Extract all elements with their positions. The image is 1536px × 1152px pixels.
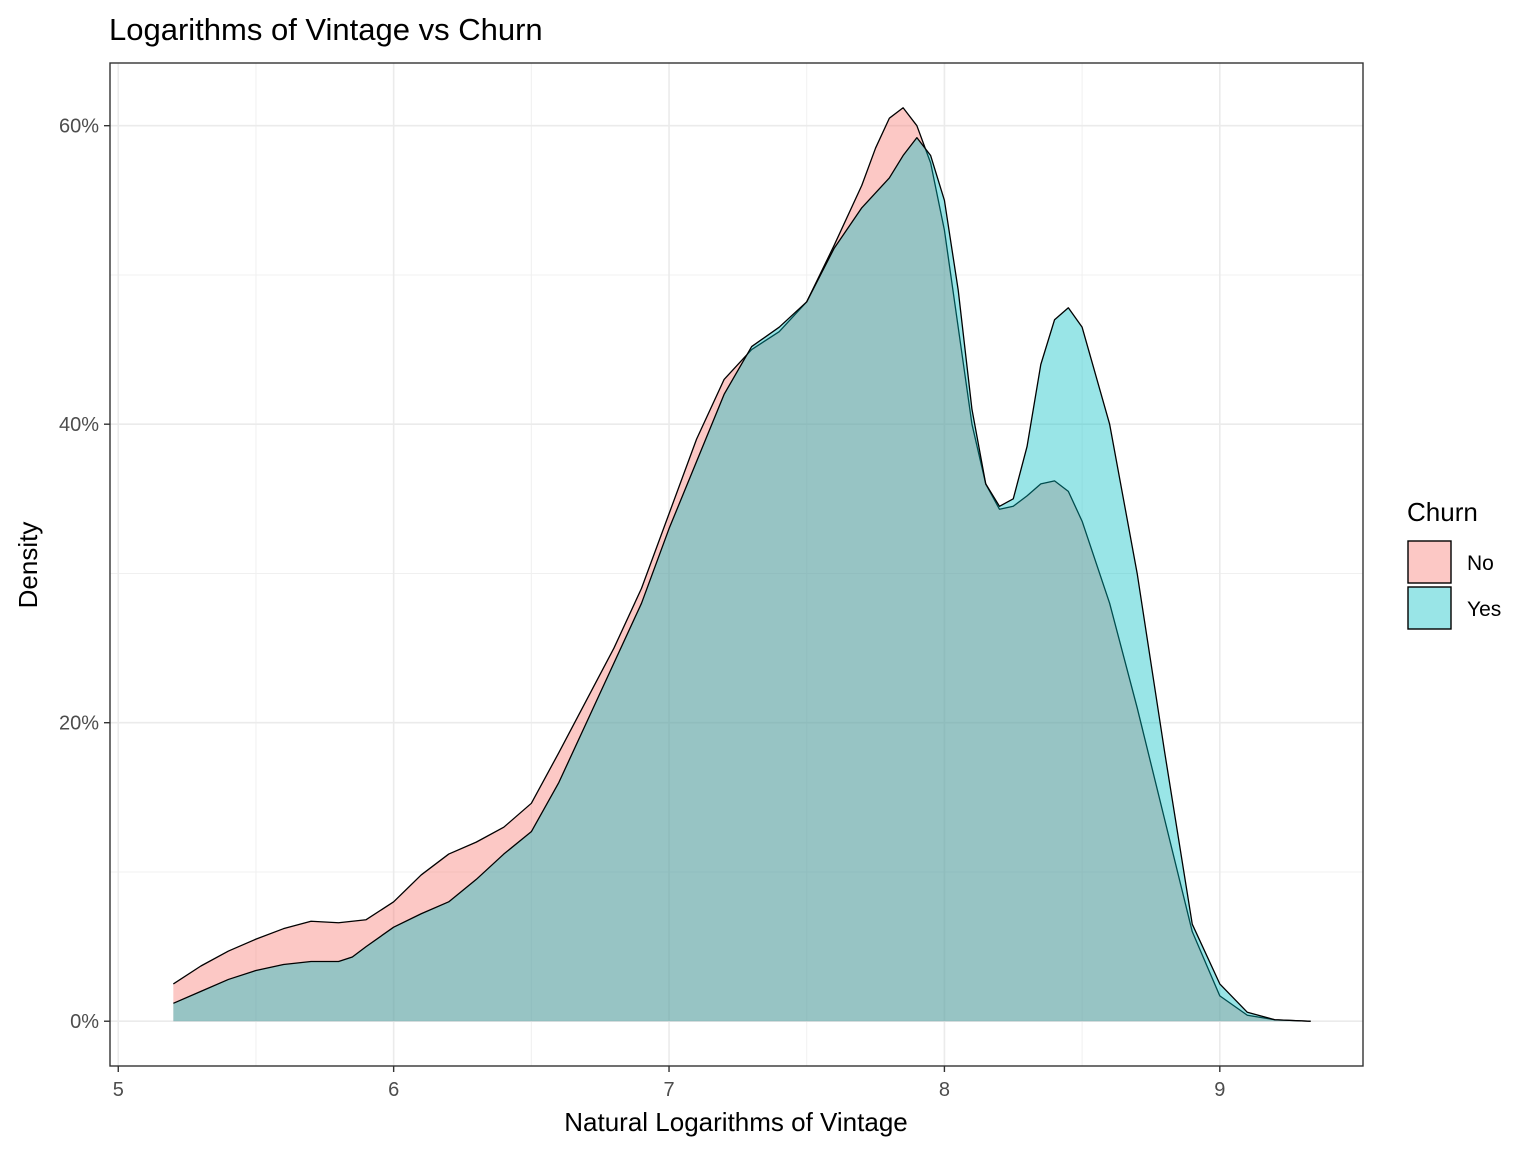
x-tick-label: 7 xyxy=(663,1079,674,1101)
legend: Churn No Yes xyxy=(1407,497,1501,630)
legend-key-bg xyxy=(1408,587,1451,629)
legend-label-yes: Yes xyxy=(1467,598,1501,621)
y-axis-title: Density xyxy=(13,522,43,609)
density-areas xyxy=(172,107,1311,1022)
x-tick-label: 8 xyxy=(939,1079,950,1101)
density-line-no xyxy=(172,107,1311,1022)
legend-title: Churn xyxy=(1407,497,1478,527)
x-tick-label: 9 xyxy=(1214,1079,1225,1101)
y-tick-label: 40% xyxy=(59,414,99,436)
chart-title: Logarithms of Vintage vs Churn xyxy=(109,12,543,47)
major-gridlines xyxy=(110,63,1363,1066)
legend-items: No Yes xyxy=(1407,540,1501,630)
legend-key-no xyxy=(1407,540,1452,584)
legend-key-yes xyxy=(1407,586,1452,630)
x-axis-title: Natural Logarithms of Vintage xyxy=(564,1107,908,1137)
x-tick-label: 6 xyxy=(388,1079,399,1101)
density-area-no xyxy=(173,107,1311,1022)
plot-panel xyxy=(109,62,1364,1067)
legend-label-no: No xyxy=(1467,552,1494,575)
y-tick-label: 20% xyxy=(59,713,99,735)
y-tick-label: 60% xyxy=(59,116,99,138)
x-axis: 5 6 7 8 9 xyxy=(113,1066,1225,1101)
panel-border xyxy=(109,62,1364,1067)
x-tick-label: 5 xyxy=(113,1079,124,1101)
panel-background xyxy=(110,63,1363,1066)
y-axis: 0% 20% 40% 60% xyxy=(59,116,110,1033)
density-area-yes xyxy=(173,137,1311,1022)
y-tick-label: 0% xyxy=(70,1011,99,1033)
density-line-yes xyxy=(173,136,1311,1022)
minor-gridlines xyxy=(110,63,1363,1066)
legend-key-bg xyxy=(1408,541,1451,583)
